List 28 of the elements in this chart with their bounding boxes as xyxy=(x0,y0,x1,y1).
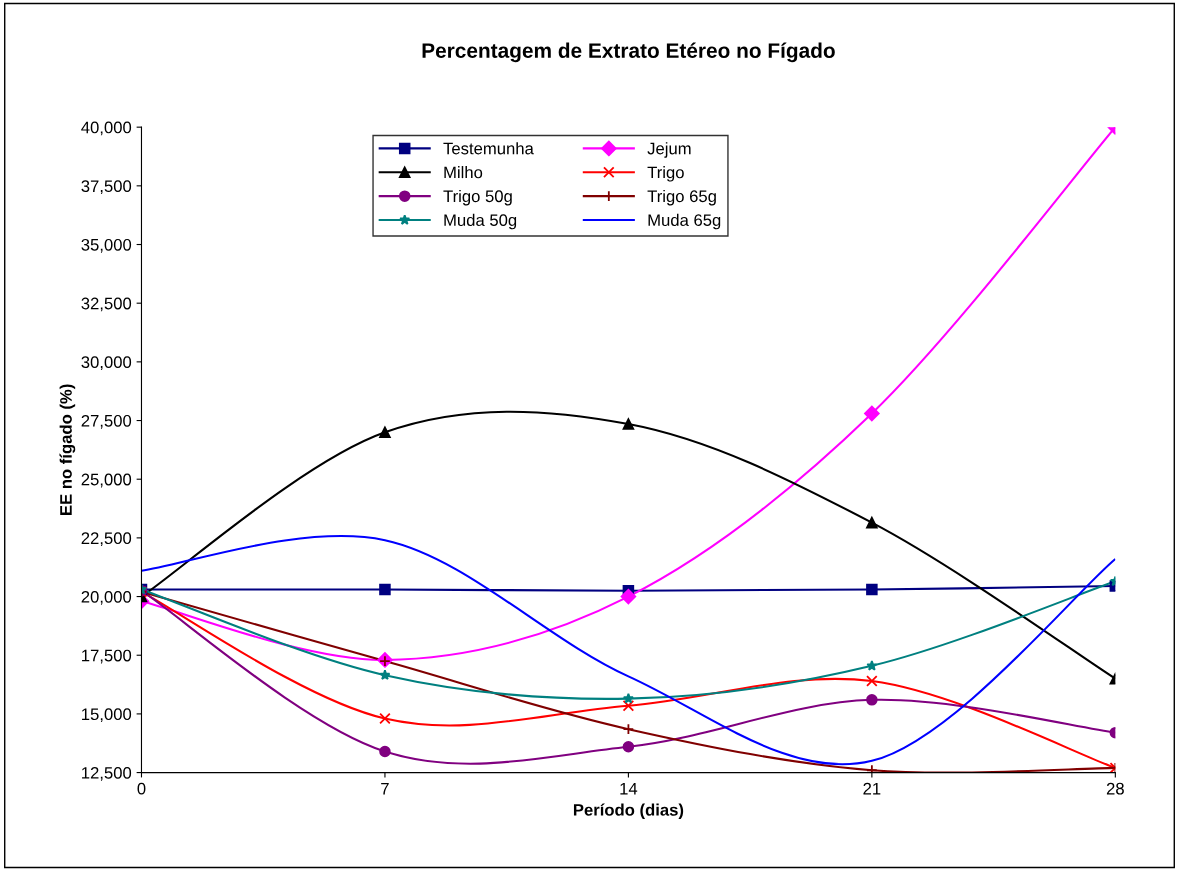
legend-label: Muda 50g xyxy=(444,213,517,230)
y-tick-label: 20,000 xyxy=(81,590,132,605)
legend-label: Trigo xyxy=(647,166,684,182)
chart-title: Percentagem de Extrato Etéreo no Fígado xyxy=(422,42,835,63)
legend-label: Trigo 50g xyxy=(443,189,512,206)
legend-label: Milho xyxy=(444,166,483,179)
y-tick-label: 25,000 xyxy=(81,473,132,488)
y-tick-label: 32,500 xyxy=(81,297,132,312)
legend-label: Trigo 65g xyxy=(647,189,716,206)
x-tick-label: 28 xyxy=(1106,782,1124,795)
y-tick-label: 35,000 xyxy=(81,238,132,253)
x-tick-label: 7 xyxy=(381,782,389,795)
y-tick-label: 30,000 xyxy=(81,356,132,371)
y-tick-label: 15,000 xyxy=(82,708,132,723)
x-axis-title: Período (dias) xyxy=(573,803,684,820)
y-tick-label: 40,000 xyxy=(81,121,132,136)
x-tick-label: 14 xyxy=(620,782,638,795)
y-axis-title: EE no fígado (%) xyxy=(59,384,76,515)
y-tick-label: 12,500 xyxy=(82,766,132,781)
y-tick-label: 22,500 xyxy=(81,532,132,547)
legend-label: Testemunha xyxy=(443,142,534,155)
x-tick-label: 21 xyxy=(863,782,881,795)
y-tick-label: 37,500 xyxy=(81,180,132,195)
legend-label: Muda 65g xyxy=(648,213,721,230)
y-tick-label: 27,500 xyxy=(81,414,132,429)
y-tick-label: 17,500 xyxy=(82,649,132,664)
x-tick-label: 0 xyxy=(137,782,146,795)
legend-label: Jejum xyxy=(647,142,691,158)
